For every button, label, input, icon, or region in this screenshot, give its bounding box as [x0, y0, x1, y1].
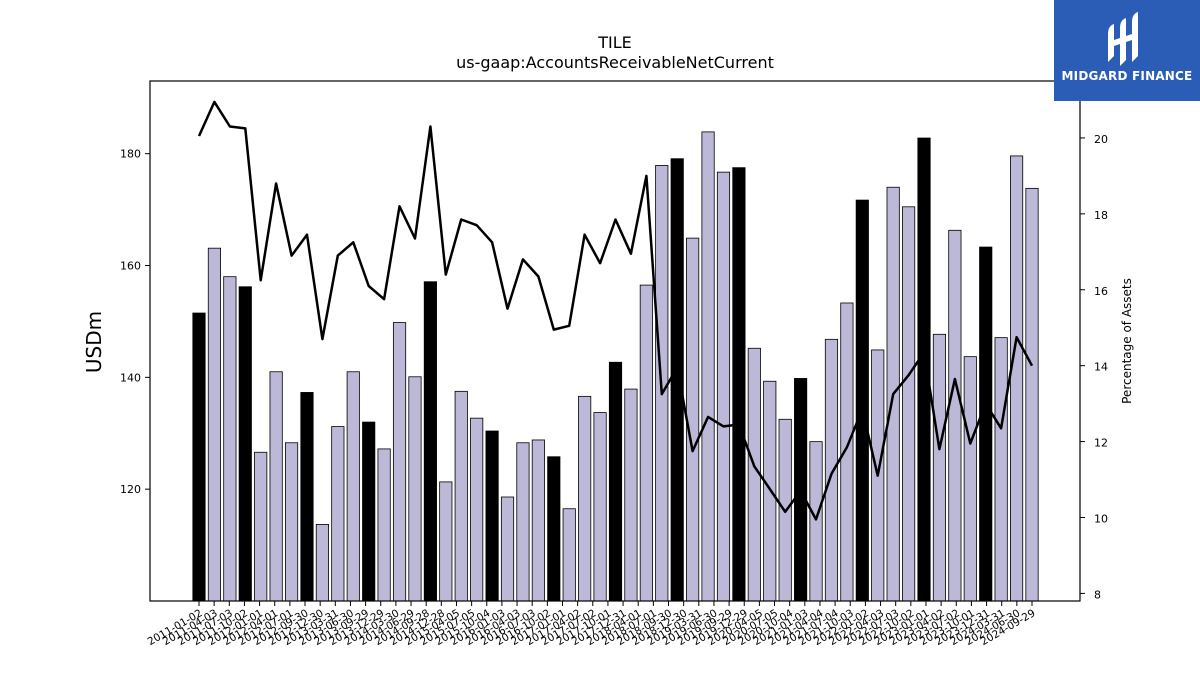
bar	[932, 333, 947, 602]
bar	[732, 167, 746, 602]
bar	[331, 426, 345, 602]
bar	[207, 247, 221, 602]
bar	[547, 456, 561, 602]
y-tick-label: 120	[120, 483, 141, 496]
y2-tick-label: 16	[1094, 285, 1108, 298]
bar	[362, 421, 376, 602]
bar	[963, 356, 977, 602]
bar	[238, 286, 252, 602]
bar	[608, 361, 623, 602]
bar	[470, 417, 484, 602]
bar	[809, 441, 823, 602]
bar	[377, 448, 391, 602]
bar	[979, 246, 993, 602]
bar	[300, 392, 314, 602]
bar	[315, 523, 329, 602]
bar	[284, 442, 299, 602]
bar	[686, 237, 700, 602]
bar	[531, 439, 545, 602]
chart-title: TILE	[597, 33, 632, 52]
bar	[439, 481, 453, 602]
bar	[562, 508, 576, 602]
bar	[948, 229, 962, 602]
x-axis-ticks: 2011-01-022011-04-032011-07-032011-10-02…	[146, 601, 1038, 648]
y-tick-label: 160	[120, 260, 141, 273]
bar	[192, 312, 206, 602]
bar	[392, 322, 407, 602]
y2-axis-label: Percentage of Assets	[1120, 278, 1134, 404]
bar	[855, 199, 869, 602]
chart-subtitle: us-gaap:AccountsReceivableNetCurrent	[456, 53, 774, 72]
left-axis-ticks: 120 140 160 180	[120, 148, 150, 496]
bar	[902, 206, 916, 602]
bar	[624, 388, 638, 602]
bar	[1010, 155, 1024, 602]
y2-tick-label: 12	[1094, 437, 1108, 450]
bar	[223, 276, 237, 602]
bar	[485, 430, 499, 602]
bar	[454, 390, 468, 602]
bar	[1025, 187, 1039, 602]
bar	[701, 131, 715, 602]
y2-tick-label: 8	[1094, 588, 1101, 601]
bar	[516, 442, 530, 602]
y-axis-label: USDm	[82, 311, 106, 373]
bar	[716, 171, 731, 602]
plot-frame	[149, 80, 1081, 602]
percentage-line	[197, 100, 1034, 521]
bar	[670, 158, 684, 602]
y2-tick-label: 14	[1094, 361, 1108, 374]
bar	[917, 137, 931, 602]
y2-tick-label: 18	[1094, 209, 1108, 222]
bar	[824, 338, 839, 602]
bar	[408, 376, 422, 602]
bar	[254, 451, 268, 602]
logo-mark-icon	[1108, 12, 1138, 66]
brand-name: MIDGARD FINANCE	[1061, 69, 1193, 83]
bar	[593, 412, 607, 602]
bar	[840, 302, 854, 602]
y2-tick-label: 10	[1094, 512, 1108, 525]
right-axis-ticks: 8 10 12 14 16 18 20	[1080, 133, 1108, 601]
bar	[346, 371, 360, 602]
bar	[500, 496, 515, 602]
bar-series	[192, 131, 1039, 602]
bar	[994, 337, 1008, 602]
bar	[423, 281, 437, 602]
y-tick-label: 140	[120, 371, 141, 384]
y-tick-label: 180	[120, 148, 141, 161]
bar	[578, 395, 592, 602]
brand-logo: MIDGARD FINANCE	[1054, 0, 1200, 101]
bar	[269, 371, 283, 602]
y2-tick-label: 20	[1094, 133, 1108, 146]
bar	[639, 284, 653, 602]
